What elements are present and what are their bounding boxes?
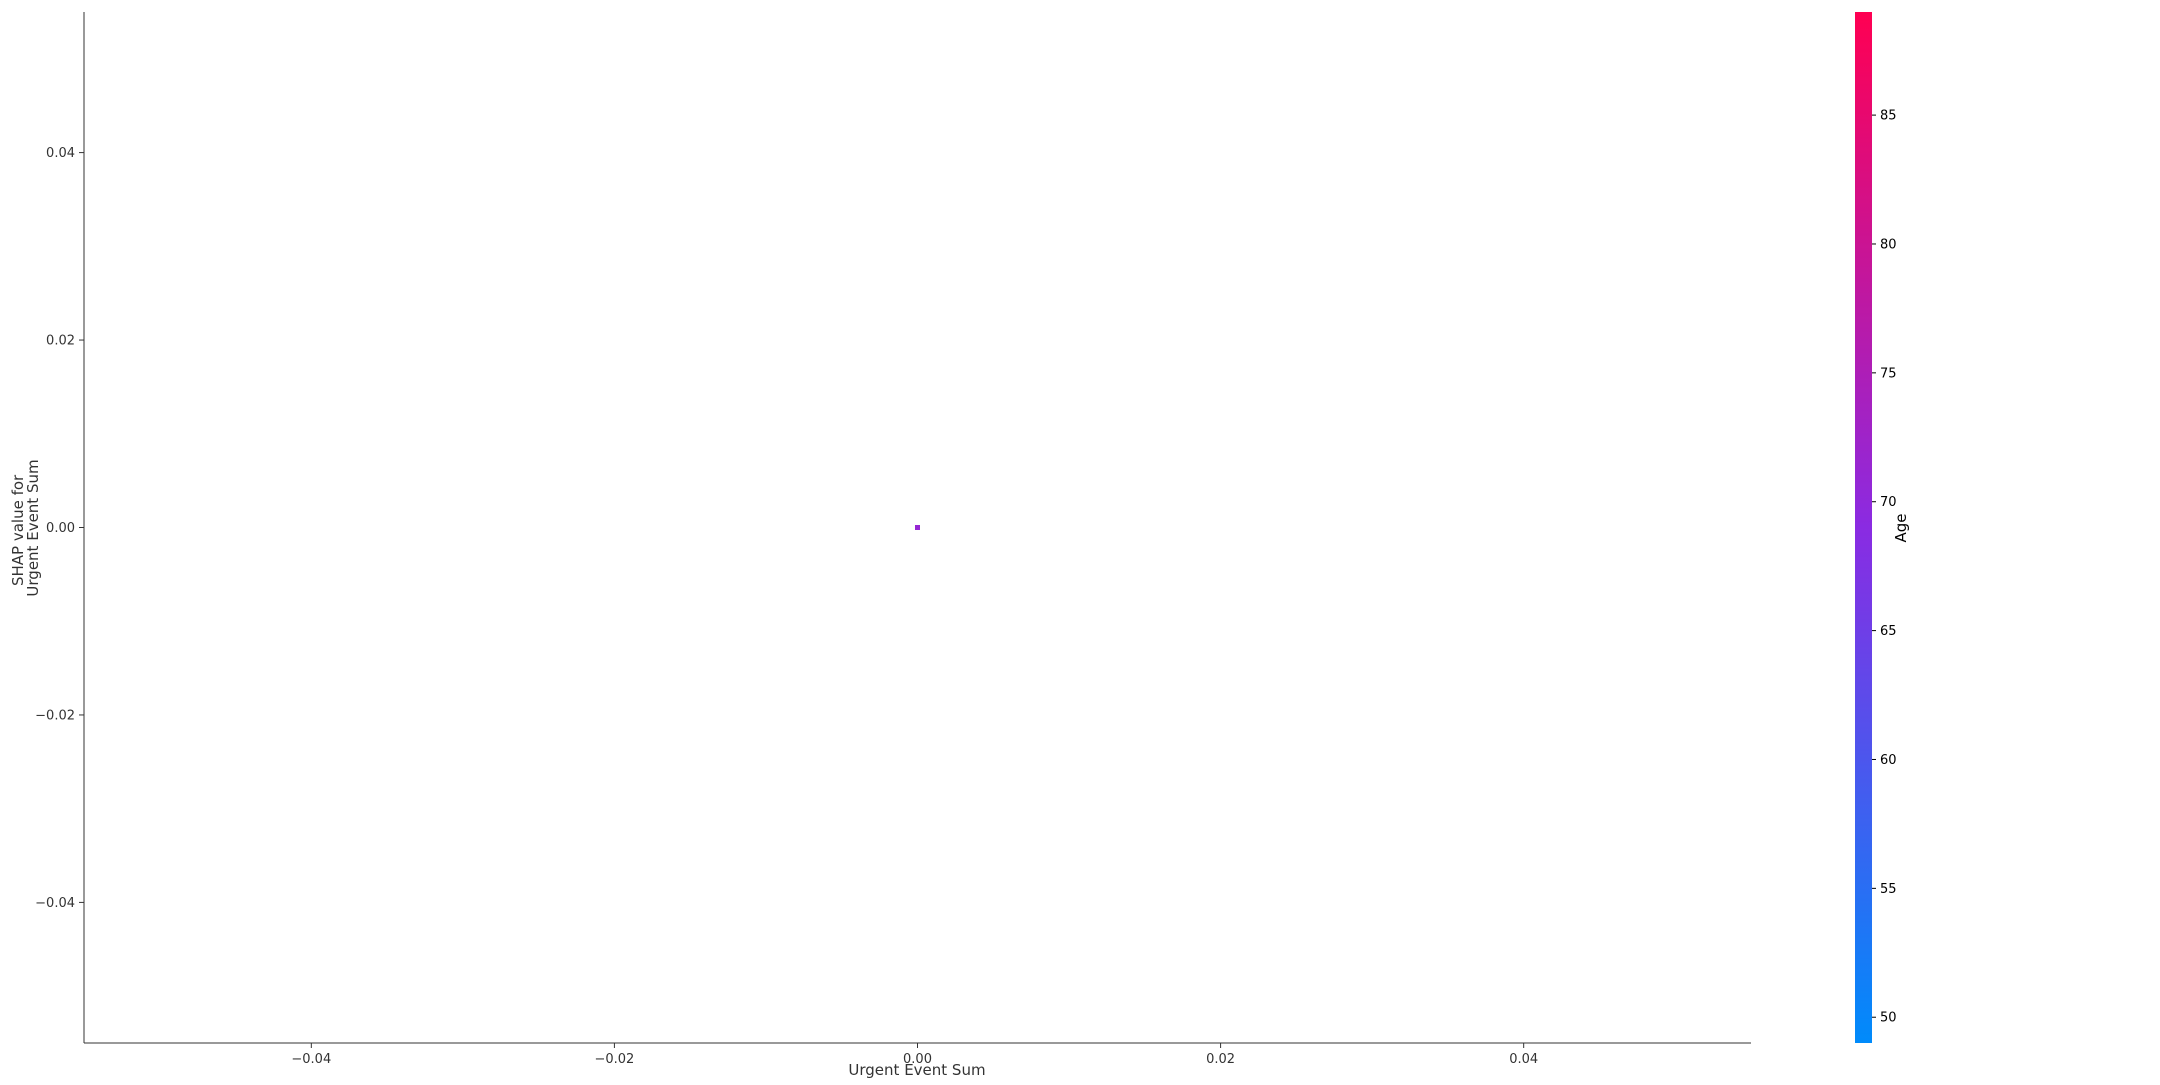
colorbar-tick-label: 85 <box>1880 109 1897 124</box>
colorbar-ticks: 50 55 60 65 70 75 80 85 <box>1872 109 1897 1026</box>
colorbar-tick-label: 55 <box>1880 882 1897 897</box>
x-tick-label: 0.02 <box>1206 1052 1235 1067</box>
colorbar-gradient <box>1855 12 1872 1043</box>
colorbar-tick-label: 50 <box>1880 1011 1897 1026</box>
colorbar: 50 55 60 65 70 75 80 85 Age <box>1855 12 1910 1043</box>
y-tick-label: −0.04 <box>35 896 75 911</box>
colorbar-title: Age <box>1892 513 1910 542</box>
colorbar-tick-label: 65 <box>1880 624 1897 639</box>
plot-area <box>915 525 920 530</box>
colorbar-tick-label: 60 <box>1880 753 1897 768</box>
y-tick-label: 0.02 <box>46 334 75 349</box>
colorbar-tick-label: 70 <box>1880 495 1897 510</box>
y-axis-title-line-1: SHAP value for <box>9 474 27 586</box>
x-tick-label: −0.02 <box>594 1052 634 1067</box>
y-tick-label: −0.02 <box>35 708 75 723</box>
y-ticks: −0.04 −0.02 0.00 0.02 0.04 <box>35 146 84 911</box>
x-tick-label: 0.00 <box>903 1052 932 1067</box>
y-tick-label: 0.00 <box>46 521 75 536</box>
y-axis-title: SHAP value for Urgent Event Sum <box>9 459 42 596</box>
x-axis-title: Urgent Event Sum <box>848 1061 985 1079</box>
colorbar-tick-label: 75 <box>1880 366 1897 381</box>
x-tick-label: −0.04 <box>291 1052 331 1067</box>
x-tick-label: 0.04 <box>1509 1052 1538 1067</box>
y-tick-label: 0.04 <box>46 146 75 161</box>
y-axis-title-line-2: Urgent Event Sum <box>24 459 42 596</box>
scatter-point <box>915 525 920 530</box>
colorbar-tick-label: 80 <box>1880 237 1897 252</box>
x-ticks: −0.04 −0.02 0.00 0.02 0.04 <box>291 1043 1538 1067</box>
